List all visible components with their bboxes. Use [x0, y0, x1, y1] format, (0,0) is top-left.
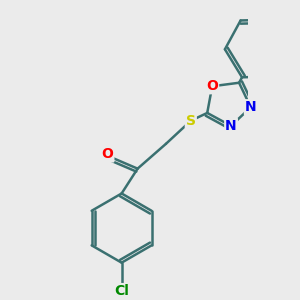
Text: O: O — [101, 148, 113, 161]
Text: S: S — [186, 114, 196, 128]
Text: Cl: Cl — [114, 284, 129, 298]
Text: N: N — [245, 100, 256, 114]
Text: N: N — [225, 119, 237, 133]
Text: O: O — [206, 79, 218, 93]
